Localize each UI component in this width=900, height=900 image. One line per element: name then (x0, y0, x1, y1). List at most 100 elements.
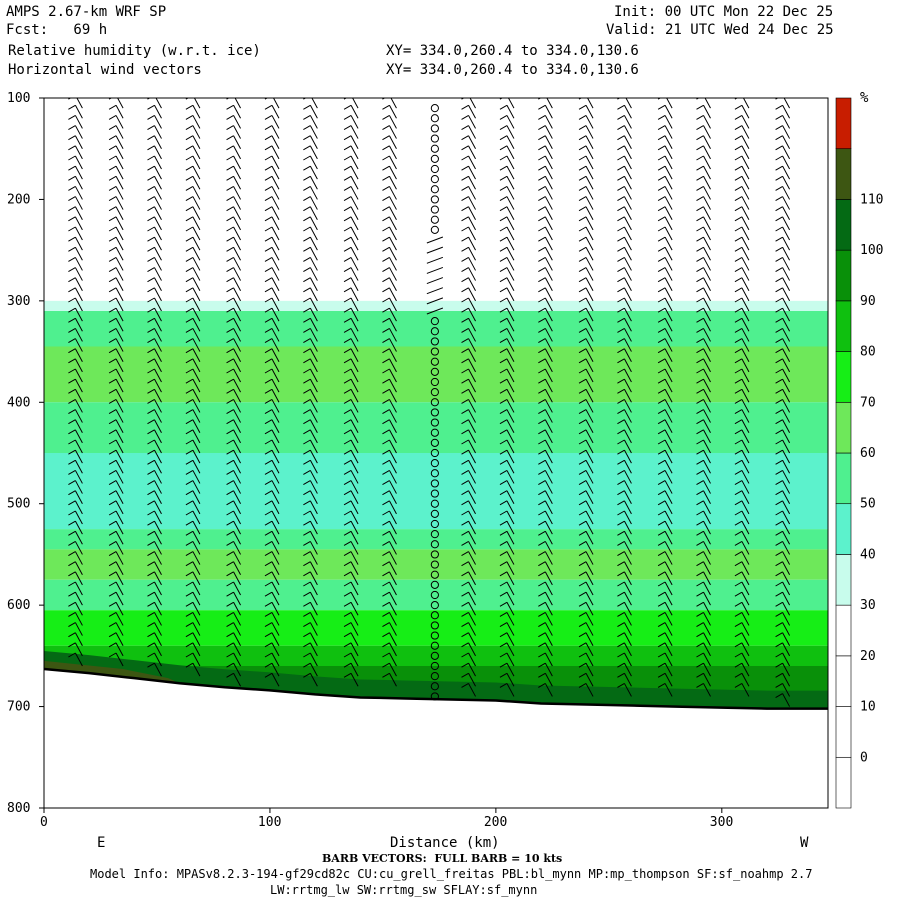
wind-barb (734, 277, 750, 291)
wind-barb (499, 662, 515, 677)
wind-barb (303, 236, 318, 251)
wind-barb (147, 368, 162, 383)
wind-barb (343, 672, 359, 687)
wind-barb (108, 216, 124, 231)
wind-barb (734, 459, 750, 474)
wind-barb (108, 551, 124, 565)
wind-barb (617, 500, 632, 515)
wind-barb (343, 307, 359, 322)
wind-barb (657, 125, 673, 139)
wind-barb (499, 459, 515, 474)
wind-barb (617, 165, 632, 180)
wind-barb (147, 307, 162, 322)
calm-circle (430, 590, 439, 600)
wind-barb (775, 611, 791, 626)
wind-barb (696, 520, 711, 535)
wind-barb (68, 419, 83, 433)
wind-barb (185, 317, 201, 332)
wind-barb (499, 540, 515, 555)
wind-barb (696, 206, 711, 220)
wind-barb (68, 459, 83, 474)
wind-barb (108, 652, 124, 667)
wind-barb (185, 378, 201, 393)
wind-barb (538, 642, 553, 657)
wind-barb (461, 510, 476, 525)
wind-barb (578, 185, 594, 200)
wind-barb (264, 632, 280, 646)
wind-barb (147, 662, 162, 677)
wind-barb (461, 378, 476, 393)
y-tick-label: 200 (7, 192, 30, 207)
wind-barb (303, 449, 318, 464)
wind-barb (617, 672, 632, 687)
wind-barb (538, 581, 553, 596)
wind-barb (226, 145, 242, 160)
wind-barb (264, 267, 280, 281)
wind-barb (264, 196, 280, 210)
wind-barb (775, 388, 791, 403)
wind-barb (303, 581, 318, 596)
wind-barb (382, 317, 397, 332)
wind-barb (578, 236, 594, 251)
wind-barb (578, 338, 594, 352)
wind-barb (185, 652, 201, 667)
wind-barb (461, 672, 476, 687)
wind-barb (226, 530, 242, 545)
wind-barb (303, 287, 318, 302)
wind-barb (68, 277, 83, 291)
wind-barb (68, 368, 83, 383)
wind-barb (264, 662, 280, 677)
wind-barb (499, 145, 515, 160)
wind-barb (226, 591, 242, 606)
wind-barb (775, 571, 791, 586)
wind-barb (775, 327, 791, 342)
calm-circle (430, 134, 439, 143)
wind-barb (303, 409, 318, 423)
wind-barb (696, 439, 711, 454)
wind-barb (538, 185, 553, 200)
wind-barb (617, 307, 632, 322)
wind-barb (226, 398, 242, 413)
wind-barb (696, 246, 711, 261)
wind-barb (68, 348, 83, 362)
wind-barb (108, 571, 124, 586)
wind-barb (185, 551, 201, 565)
wind-barb (538, 378, 553, 393)
wind-barb (343, 561, 359, 575)
wind-barb (226, 409, 242, 423)
wind-barb (696, 378, 711, 393)
calm-circle (430, 154, 439, 163)
wind-barb (185, 175, 201, 190)
calm-circle (430, 388, 439, 397)
wind-barb (461, 135, 476, 149)
wind-barb (617, 175, 632, 190)
wind-barb (382, 500, 397, 515)
wind-barb (147, 449, 162, 464)
wind-barb (499, 439, 515, 454)
wind-barb (617, 480, 632, 494)
wind-barb (578, 672, 594, 687)
wind-barb (734, 601, 750, 616)
wind-barb (696, 297, 711, 312)
wind-barb (68, 297, 83, 312)
wind-barb (461, 104, 476, 119)
wind-barb (734, 206, 750, 220)
wind-barb (226, 185, 242, 200)
wind-barb (343, 135, 359, 149)
wind-barb (538, 601, 553, 616)
wind-barb (696, 216, 711, 231)
wind-barb (775, 104, 791, 119)
wind-barb (68, 601, 83, 616)
wind-barb (185, 145, 201, 160)
wind-barb (185, 409, 201, 423)
wind-barb (617, 216, 632, 231)
wind-barb (461, 277, 476, 291)
wind-barb (382, 226, 397, 241)
wind-barb (226, 540, 242, 555)
wind-barb (617, 135, 632, 149)
wind-barb (264, 307, 280, 322)
colorbar-swatch (835, 249, 852, 302)
wind-barb (108, 490, 124, 504)
wind-barb (775, 449, 791, 464)
